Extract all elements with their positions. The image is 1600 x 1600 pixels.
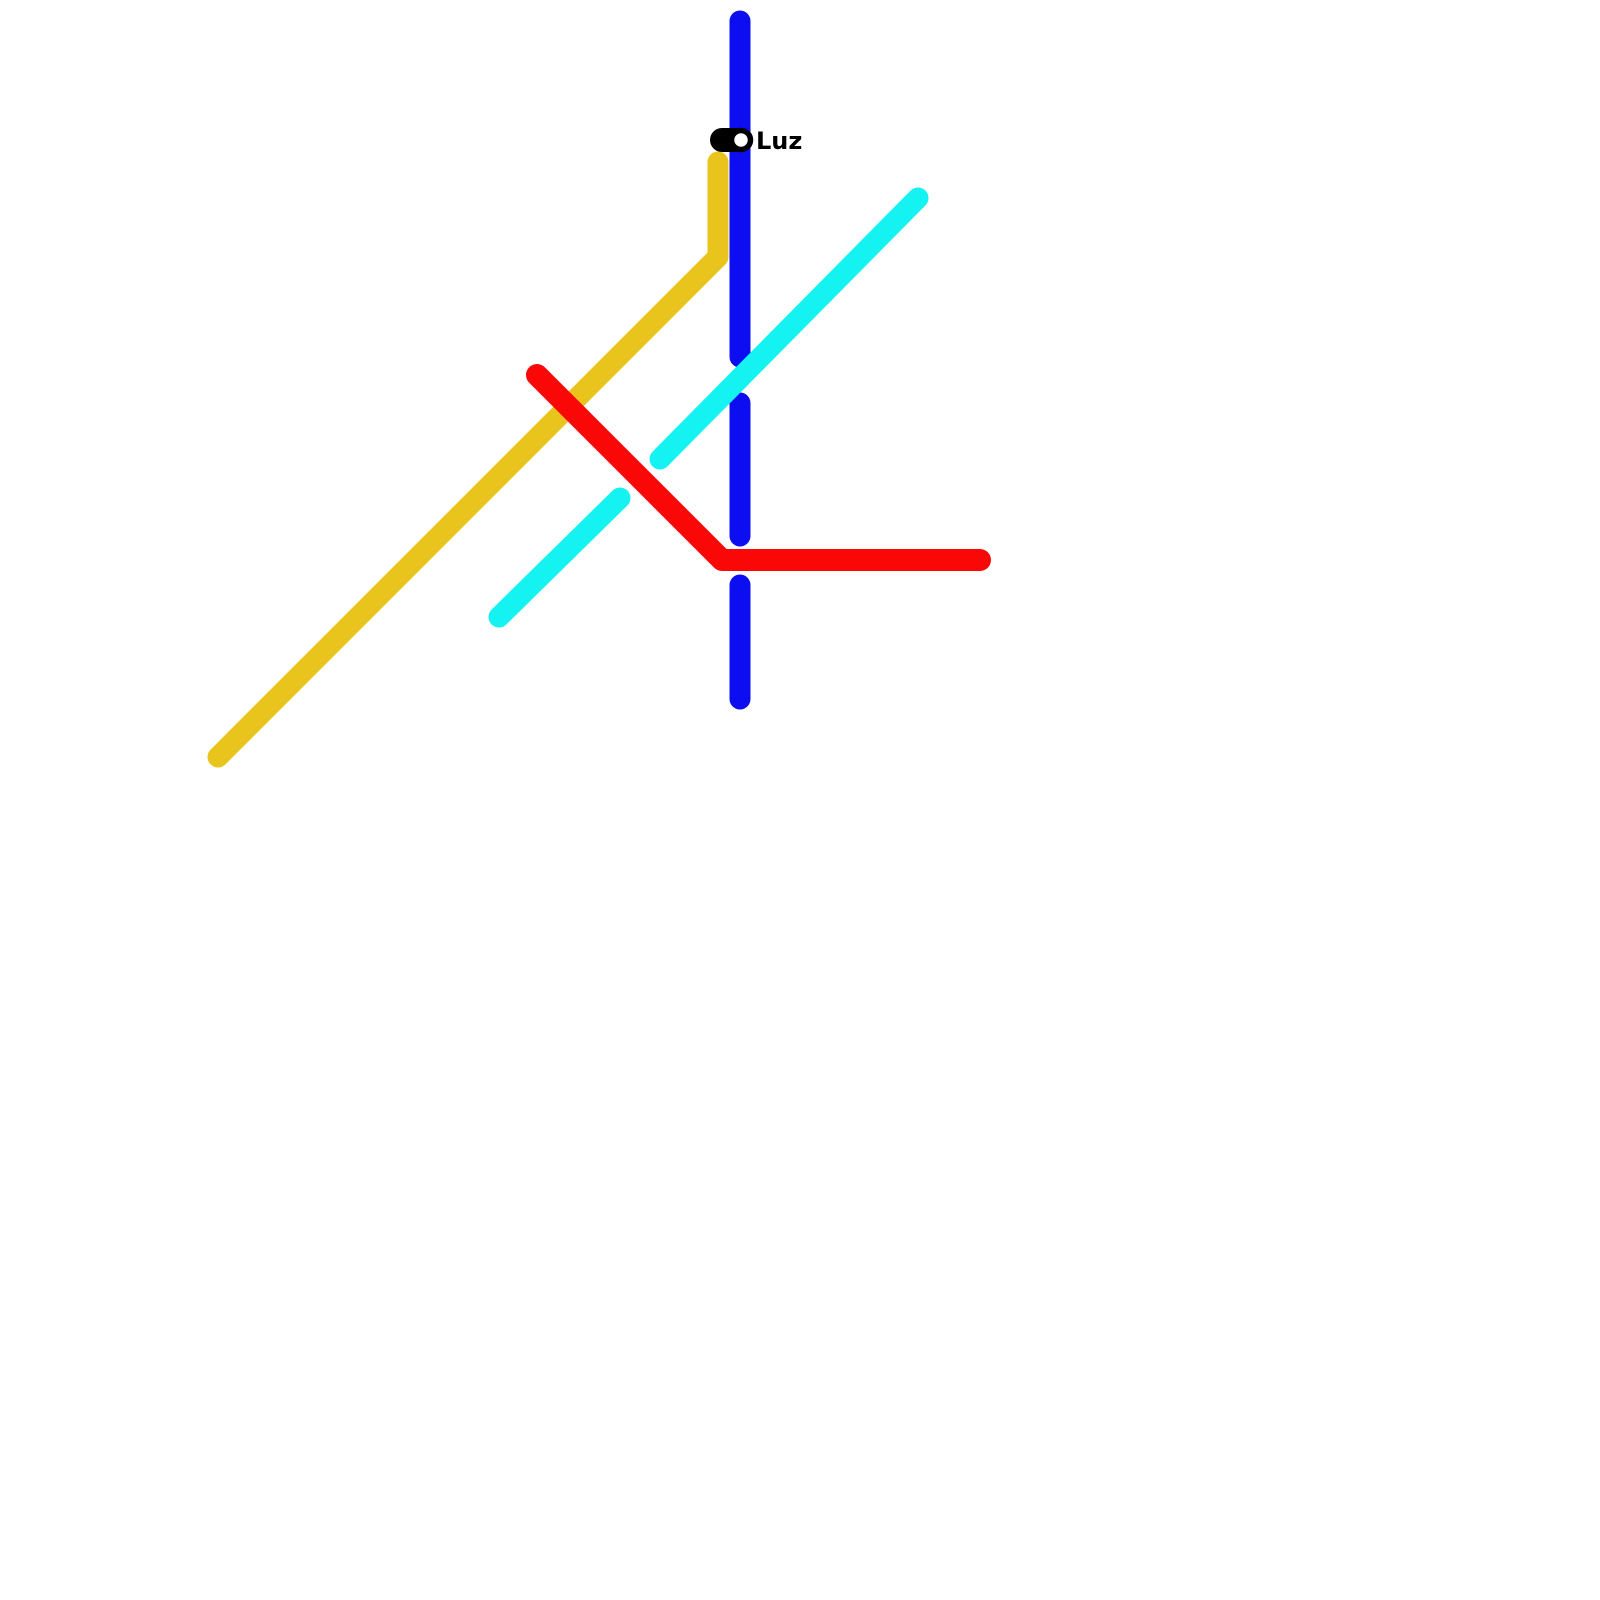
gold-line-segment xyxy=(207,151,729,768)
lines-layer xyxy=(207,10,991,768)
cyan-line-segment xyxy=(488,487,631,628)
station-label: Luz xyxy=(756,127,802,155)
station-marker-luz[interactable] xyxy=(710,127,754,153)
red-line-segment xyxy=(526,364,991,571)
cyan-line-segment xyxy=(649,187,929,470)
station-ring-icon xyxy=(728,127,754,153)
